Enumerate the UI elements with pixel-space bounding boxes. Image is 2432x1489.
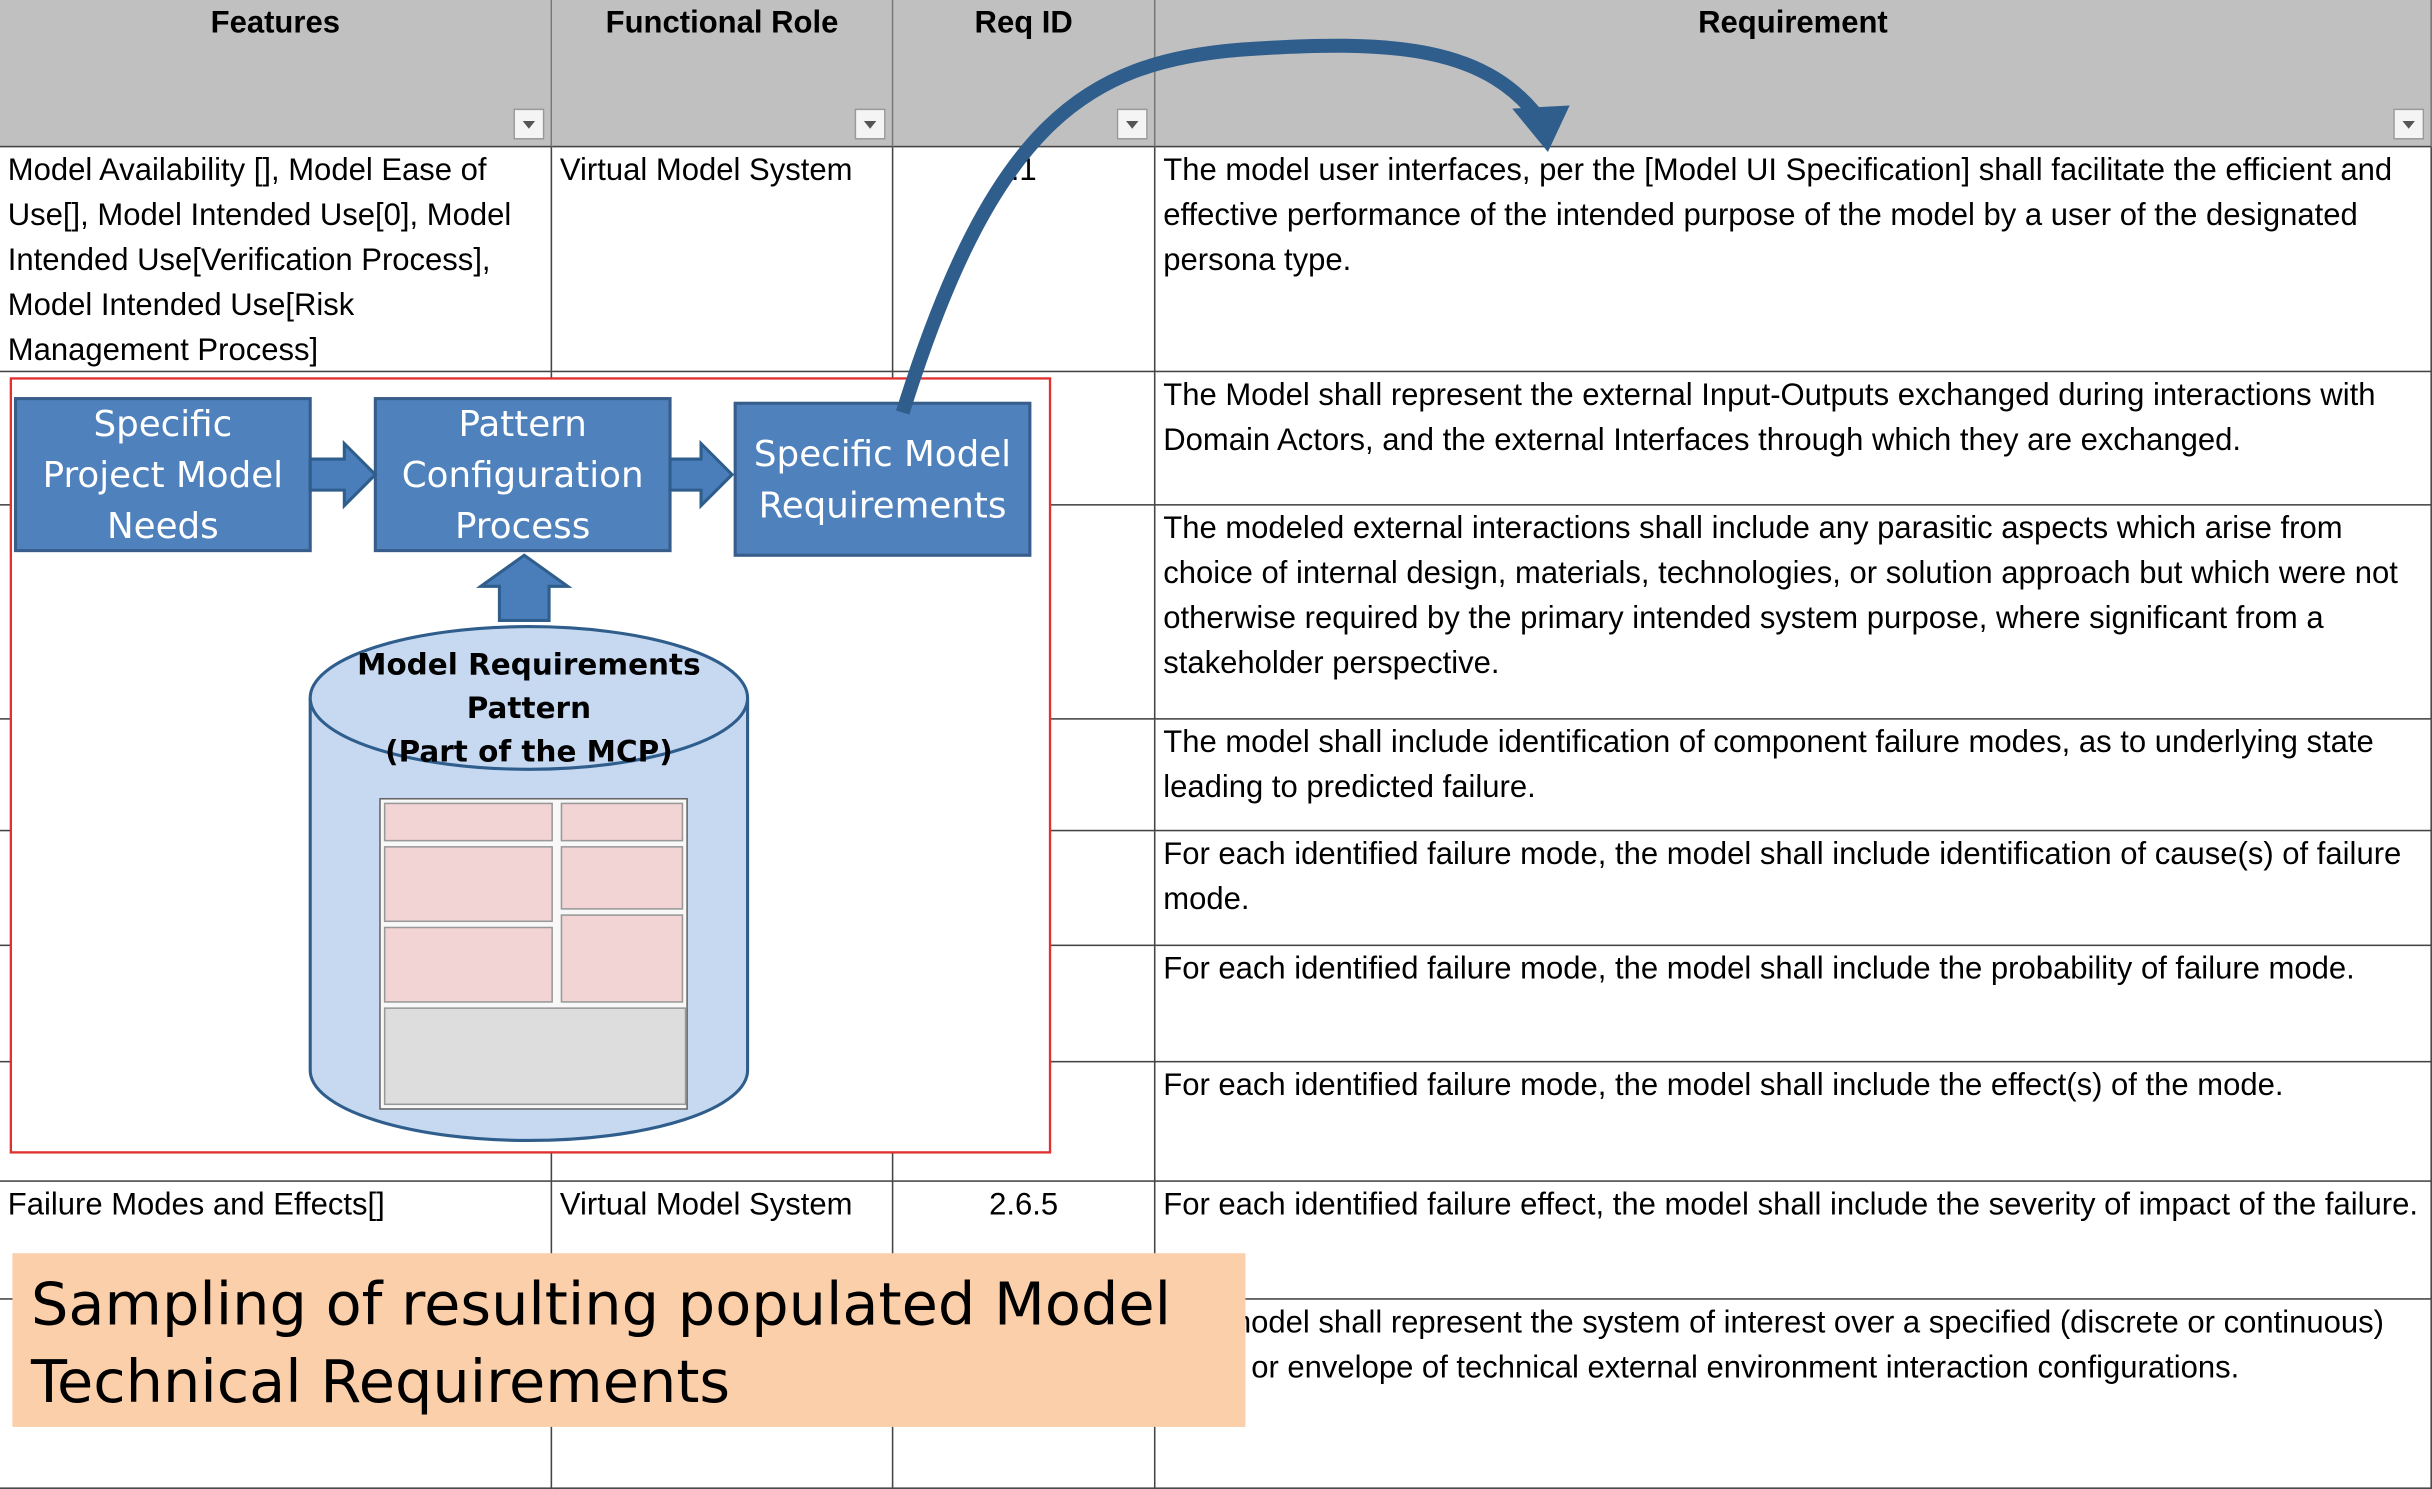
filter-button[interactable] bbox=[513, 108, 545, 140]
cylinder bbox=[308, 625, 750, 1143]
big-arrow bbox=[896, 38, 1549, 415]
table-cell: For each identified failure mode, the mo… bbox=[1155, 946, 2432, 1063]
table-cell: Virtual Model System bbox=[552, 147, 894, 373]
column-header: Requirement bbox=[1155, 0, 2432, 148]
diagram-text: Specific Project Model Needs bbox=[43, 404, 283, 547]
diagram-text: (Part of the MCP) bbox=[385, 735, 673, 769]
table-cell: Virtual Model System bbox=[552, 1181, 894, 1300]
caption: Sampling of resulting populated Model Te… bbox=[12, 1253, 1246, 1427]
filter-button[interactable] bbox=[2393, 108, 2425, 140]
overlay: Specific Project Model Needs Pattern Configu… bbox=[9, 38, 1570, 1154]
diagram-text: Pattern bbox=[467, 691, 591, 725]
table-cell: The model user interfaces, per the [Mode… bbox=[1155, 147, 2432, 373]
table-cell: Model Availability [], Model Ease of Use… bbox=[0, 147, 553, 373]
filter-button[interactable] bbox=[1116, 108, 1148, 140]
filter-button[interactable] bbox=[854, 108, 886, 140]
table-cell: The Model shall represent the external I… bbox=[1155, 372, 2432, 506]
column-header: Functional Role bbox=[552, 0, 894, 148]
process-box bbox=[733, 401, 1032, 557]
table-cell: For each identified failure effect, the … bbox=[1155, 1181, 2432, 1300]
table-cell: For each identified failure mode, the mo… bbox=[1155, 831, 2432, 947]
process-box bbox=[13, 397, 312, 553]
diagram-text: Specific Model Requirements bbox=[754, 434, 1011, 526]
column-header: Features bbox=[0, 0, 553, 148]
table-cell: For each identified failure mode, the mo… bbox=[1155, 1062, 2432, 1182]
arrow-head bbox=[1512, 105, 1570, 152]
diagram-text: Model Requirements bbox=[357, 648, 701, 682]
diagram-text: Pattern Configuration Process bbox=[402, 404, 644, 547]
table-cell: The model shall represent the system of … bbox=[1155, 1299, 2432, 1489]
table-cell: The modeled external interactions shall … bbox=[1155, 505, 2432, 720]
arrows bbox=[308, 439, 735, 622]
table-cell: The model shall include identification o… bbox=[1155, 719, 2432, 832]
